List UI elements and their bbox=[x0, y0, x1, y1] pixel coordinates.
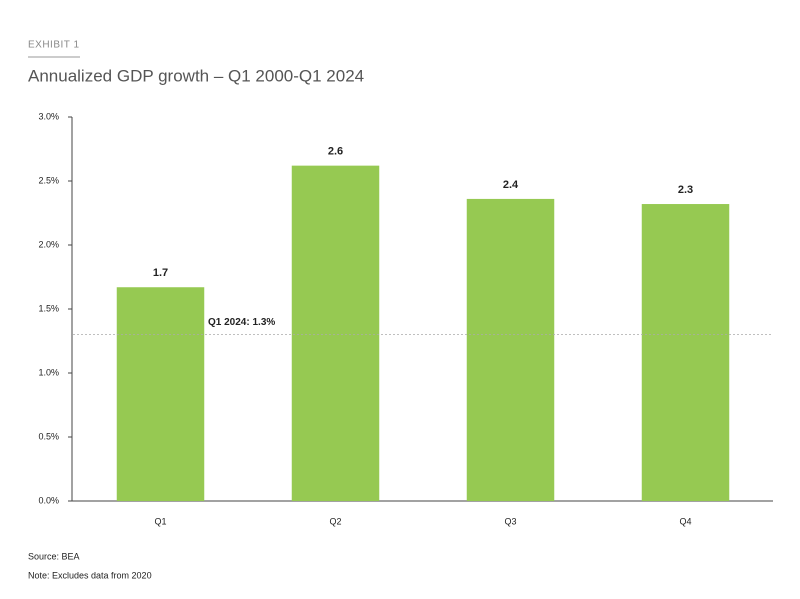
y-tick-label: 1.5% bbox=[38, 303, 59, 313]
bar bbox=[466, 198, 555, 502]
exhibit-label: EXHIBIT 1 bbox=[28, 40, 80, 51]
bar bbox=[291, 165, 380, 501]
bar bbox=[641, 204, 730, 502]
value-label: 2.3 bbox=[678, 184, 693, 196]
chart-title: Annualized GDP growth – Q1 2000-Q1 2024 bbox=[28, 66, 364, 85]
y-tick-label: 0.0% bbox=[38, 495, 59, 505]
y-tick-label: 2.0% bbox=[38, 239, 59, 249]
x-tick-label: Q1 bbox=[154, 516, 166, 526]
value-label: 2.6 bbox=[328, 146, 343, 158]
y-tick-label: 3.0% bbox=[38, 111, 59, 121]
source: Source: BEA bbox=[28, 551, 80, 561]
y-tick-label: 2.5% bbox=[38, 175, 59, 185]
reference-label: Q1 2024: 1.3% bbox=[208, 317, 275, 328]
x-tick-label: Q2 bbox=[329, 516, 341, 526]
y-tick-label: 1.0% bbox=[38, 367, 59, 377]
note: Note: Excludes data from 2020 bbox=[28, 570, 152, 580]
y-tick-label: 0.5% bbox=[38, 431, 59, 441]
bar bbox=[116, 287, 205, 501]
value-label: 2.4 bbox=[503, 179, 519, 191]
x-tick-label: Q3 bbox=[504, 516, 516, 526]
value-label: 1.7 bbox=[153, 267, 168, 279]
x-tick-label: Q4 bbox=[679, 516, 691, 526]
